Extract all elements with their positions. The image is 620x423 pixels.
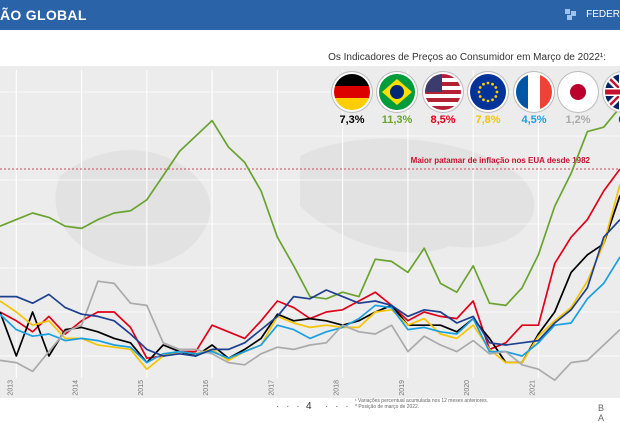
footnote: ¹ Variações percentual acumulada nos 12 … [355,398,488,410]
x-tick-label: 2016 [203,380,210,396]
footnote-line-2: * Posição de março de 2022. [355,404,420,410]
series-line-euro-area [0,184,620,371]
footnote-line-1: ¹ Variações percentual acumulada nos 12 … [355,398,489,404]
x-tick-label: 2014 [73,380,80,396]
world-map-shape [55,150,211,266]
x-tick-label: 2017 [268,380,275,396]
x-tick-label: 2013 [7,380,14,396]
x-tick-label: 2021 [529,380,536,396]
brand-name: FEDER [586,9,620,20]
footer-dots-left: · · · [276,401,302,412]
x-tick-label: 2015 [138,380,145,396]
inflation-line-chart: 2013 2014 2015 2016 2017 2018 2019 2020 2021 Maio… [0,66,620,398]
inflation-value-brazil: 11,3% [381,114,413,126]
flag-euro-area-icon [470,74,506,110]
x-tick-label: 2020 [464,380,471,396]
x-tick-label: 2018 [334,380,341,396]
x-tick-label: 2019 [399,380,406,396]
page-number: 4 [306,401,312,412]
footer-dots-right: · · · [325,401,351,412]
chart-area: 2013 2014 2015 2016 2017 2018 2019 2020 2021 Maio… [0,66,620,398]
flag-france-icon [516,74,552,110]
flag-brazil-icon [379,74,415,110]
page-title: ÃO GLOBAL [0,7,87,23]
series-line-japan [0,280,620,382]
series-line-uk [0,219,620,357]
bank-name: B A [598,403,608,423]
flag-japan-icon [560,74,596,110]
series-line-france [0,256,620,364]
brand-logo-icon [565,9,576,20]
inflation-value-uk: 6, [603,114,620,126]
chart-subtitle: Os Indicadores de Preços ao Consumidor e… [328,52,606,63]
series-line-brazil [0,106,620,307]
inflation-value-germany: 7,3% [339,114,365,126]
flag-usa-icon [425,74,461,110]
inflation-value-japan: 1,2% [565,114,591,126]
annotation-label: Maior patamar de inflação nos EUA desde … [411,156,591,165]
header-bar: ÃO GLOBAL FEDER [0,0,620,30]
inflation-value-france: 4,5% [521,114,547,126]
flag-uk-icon [605,74,620,110]
inflation-value-usa: 8,5% [430,114,456,126]
inflation-value-euro-area: 7,8% [475,114,501,126]
flag-germany-icon [334,74,370,110]
footer: · · · 4 · · · ¹ Variações percentual acu… [0,398,620,423]
